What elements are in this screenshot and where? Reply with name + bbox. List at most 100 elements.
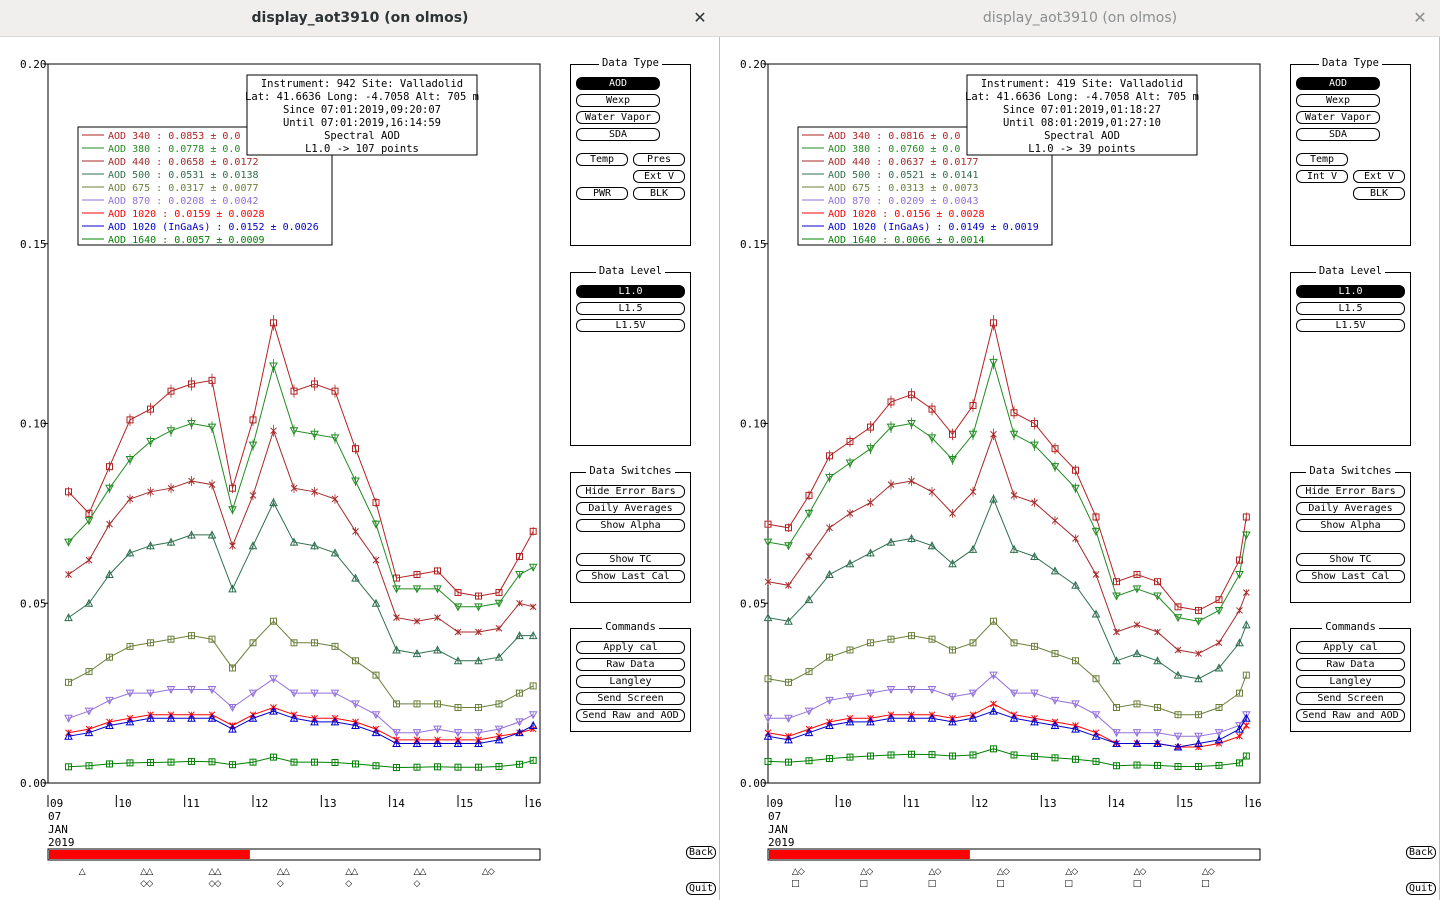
data-point bbox=[475, 763, 482, 771]
event-marker: △ bbox=[215, 867, 222, 877]
data-point bbox=[330, 434, 340, 443]
button-send-raw-and-aod[interactable]: Send Raw and AOD bbox=[576, 709, 685, 722]
aod-plot[interactable]: 0.00 0.05 0.10 0.15 0.20 09 10 11 12 13 14 15 16 07JA… bbox=[0, 37, 720, 900]
data-point bbox=[126, 642, 134, 650]
button-ext-v[interactable]: Ext V bbox=[633, 170, 685, 183]
data-point bbox=[1133, 761, 1141, 769]
button-show-tc[interactable]: Show TC bbox=[576, 553, 685, 566]
button-daily-averages[interactable]: Daily Averages bbox=[576, 502, 685, 515]
button-sda[interactable]: SDA bbox=[576, 128, 660, 141]
data-point bbox=[1112, 729, 1121, 738]
button-level-l1-0[interactable]: L1.0 bbox=[576, 285, 685, 298]
data-point bbox=[1113, 704, 1120, 712]
data-point bbox=[949, 430, 956, 438]
data-point bbox=[969, 488, 977, 496]
back-button[interactable]: Back bbox=[1406, 846, 1437, 859]
button-raw-data[interactable]: Raw Data bbox=[1296, 658, 1405, 671]
button-water-vapor[interactable]: Water Vapor bbox=[1296, 111, 1380, 124]
time-slider[interactable] bbox=[47, 848, 541, 861]
button-hide-error-bars[interactable]: Hide Error Bars bbox=[576, 485, 685, 498]
data-point bbox=[1071, 724, 1080, 733]
button-blk[interactable]: BLK bbox=[633, 187, 685, 200]
data-point bbox=[928, 405, 936, 413]
button-langley[interactable]: Langley bbox=[1296, 675, 1405, 688]
button-level-l1-5[interactable]: L1.5 bbox=[576, 302, 685, 315]
button-send-screen[interactable]: Send Screen bbox=[576, 692, 685, 705]
button-temp[interactable]: Temp bbox=[576, 153, 628, 166]
close-icon[interactable]: ✕ bbox=[1413, 8, 1427, 27]
close-icon[interactable]: ✕ bbox=[693, 8, 707, 27]
button-apply-cal[interactable]: Apply cal bbox=[1296, 641, 1405, 654]
button-sda[interactable]: SDA bbox=[1296, 128, 1380, 141]
button-level-l1-0[interactable]: L1.0 bbox=[1296, 285, 1405, 298]
button-aod[interactable]: AOD bbox=[576, 77, 660, 90]
y-tick-label: 0.20 bbox=[20, 58, 47, 71]
data-point bbox=[515, 728, 524, 737]
button-show-last-cal[interactable]: Show Last Cal bbox=[576, 570, 685, 583]
legend-entry: AOD 1020 (InGaAs) : 0.0149 ± 0.0019 bbox=[828, 222, 1039, 233]
time-slider[interactable] bbox=[767, 848, 1261, 861]
button-wexp[interactable]: Wexp bbox=[1296, 94, 1380, 107]
data-point bbox=[968, 713, 978, 722]
data-point bbox=[1242, 671, 1250, 679]
data-point bbox=[495, 762, 503, 770]
data-point bbox=[434, 700, 441, 708]
data-point bbox=[1215, 761, 1223, 769]
button-level-l1-5v[interactable]: L1.5V bbox=[1296, 319, 1405, 332]
event-marker: △ bbox=[209, 867, 216, 877]
data-point bbox=[826, 755, 833, 763]
button-pres[interactable]: Pres bbox=[633, 153, 685, 166]
data-point bbox=[392, 738, 401, 747]
data-point bbox=[826, 653, 833, 661]
back-button[interactable]: Back bbox=[686, 846, 717, 859]
button-temp[interactable]: Temp bbox=[1296, 153, 1348, 166]
button-pwr[interactable]: PWR bbox=[576, 187, 628, 200]
data-point bbox=[1133, 570, 1141, 578]
data-point bbox=[846, 437, 854, 445]
event-marker: ◇ bbox=[209, 879, 216, 889]
button-raw-data[interactable]: Raw Data bbox=[576, 658, 685, 671]
y-tick-label: 0.15 bbox=[20, 238, 47, 251]
button-wexp[interactable]: Wexp bbox=[576, 94, 660, 107]
button-show-last-cal[interactable]: Show Last Cal bbox=[1296, 570, 1405, 583]
titlebar[interactable]: display_aot3910 (on olmos) ✕ bbox=[0, 0, 720, 37]
data-point bbox=[1010, 409, 1018, 417]
button-blk[interactable]: BLK bbox=[1353, 187, 1405, 200]
data-point bbox=[474, 729, 483, 738]
data-point bbox=[989, 358, 998, 367]
quit-button[interactable]: Quit bbox=[686, 882, 717, 895]
button-hide-error-bars[interactable]: Hide Error Bars bbox=[1296, 485, 1405, 498]
button-level-l1-5v[interactable]: L1.5V bbox=[576, 319, 685, 332]
button-int-v[interactable]: Int V bbox=[1296, 170, 1348, 183]
button-level-l1-5[interactable]: L1.5 bbox=[1296, 302, 1405, 315]
button-show-tc[interactable]: Show TC bbox=[1296, 553, 1405, 566]
button-send-raw-and-aod[interactable]: Send Raw and AOD bbox=[1296, 709, 1405, 722]
button-aod[interactable]: AOD bbox=[1296, 77, 1380, 90]
event-marker: △ bbox=[792, 867, 799, 877]
data-point bbox=[187, 420, 196, 429]
data-point bbox=[867, 752, 874, 760]
button-apply-cal[interactable]: Apply cal bbox=[576, 641, 685, 654]
data-point bbox=[453, 656, 463, 665]
button-show-alpha[interactable]: Show Alpha bbox=[576, 519, 685, 532]
data-point bbox=[1009, 430, 1019, 439]
quit-button[interactable]: Quit bbox=[1406, 882, 1437, 895]
button-send-screen[interactable]: Send Screen bbox=[1296, 692, 1405, 705]
x-tick-label: 10 bbox=[838, 797, 851, 810]
button-langley[interactable]: Langley bbox=[576, 675, 685, 688]
button-daily-averages[interactable]: Daily Averages bbox=[1296, 502, 1405, 515]
data-point bbox=[968, 544, 978, 553]
data-point bbox=[785, 581, 792, 589]
data-point bbox=[330, 548, 340, 557]
y-tick-label: 0.10 bbox=[740, 418, 767, 431]
aod-plot[interactable]: 0.00 0.05 0.10 0.15 0.20 09 10 11 12 13 14 15 16 07JA… bbox=[720, 37, 1440, 900]
button-ext-v[interactable]: Ext V bbox=[1353, 170, 1405, 183]
event-marker: □ bbox=[996, 879, 1005, 889]
data-point bbox=[105, 569, 114, 578]
titlebar[interactable]: display_aot3910 (on olmos) ✕ bbox=[720, 0, 1440, 37]
button-show-alpha[interactable]: Show Alpha bbox=[1296, 519, 1405, 532]
data-point bbox=[311, 639, 318, 647]
data-point bbox=[228, 724, 237, 733]
data-point bbox=[764, 757, 772, 765]
button-water-vapor[interactable]: Water Vapor bbox=[576, 111, 660, 124]
